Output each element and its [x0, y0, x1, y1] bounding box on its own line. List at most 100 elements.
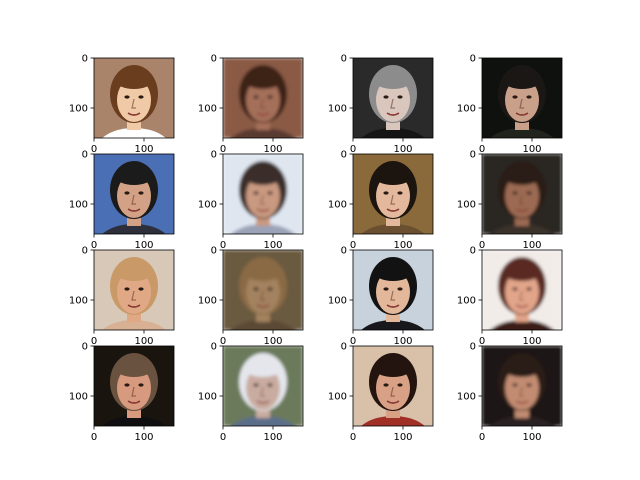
right-eye-shape — [267, 95, 273, 99]
y-tick-label: 100 — [457, 392, 476, 403]
y-tick-label: 0 — [341, 54, 347, 65]
y-tick-label: 0 — [341, 342, 347, 353]
image-panel-r2c2: 0 100 0 100 — [328, 246, 434, 347]
face-image — [353, 346, 433, 426]
x-tick-label: 100 — [134, 240, 153, 251]
mouth-shape — [386, 208, 400, 212]
axes-frame — [222, 57, 304, 139]
face-image — [223, 154, 303, 234]
nose-shape — [131, 386, 136, 397]
image-panel-r3c3: 0 100 0 100 — [457, 342, 563, 443]
axes-frame — [93, 153, 175, 235]
axes-frame — [93, 345, 175, 427]
hair-fringe-shape — [375, 361, 411, 377]
x-tick-label: 100 — [263, 432, 282, 443]
right-eye-shape — [526, 95, 532, 99]
y-tick-label: 0 — [470, 246, 476, 257]
nose-shape — [260, 98, 265, 109]
x-tick-label: 0 — [91, 432, 97, 443]
x-tick-label: 100 — [522, 144, 541, 155]
y-tick-label: 100 — [69, 392, 88, 403]
shoulders-shape — [231, 416, 295, 426]
x-tick-label: 0 — [220, 240, 226, 251]
left-eye-shape — [383, 95, 389, 99]
mouth-shape — [515, 400, 529, 404]
image-panel-r3c1: 0 100 0 100 — [198, 342, 304, 443]
x-tick-label: 100 — [393, 336, 412, 347]
x-tick-label: 0 — [479, 432, 485, 443]
mouth-shape — [515, 208, 529, 212]
axes-frame — [481, 57, 563, 139]
right-eye-shape — [397, 191, 403, 195]
right-eye-shape — [138, 191, 144, 195]
axes-frame — [352, 345, 434, 427]
image-panel-r1c2: 0 100 0 100 — [328, 150, 434, 251]
y-tick-label: 0 — [470, 54, 476, 65]
shoulders-shape — [102, 320, 166, 330]
x-tick-label: 0 — [350, 144, 356, 155]
y-tick-label: 100 — [198, 200, 217, 211]
nose-shape — [519, 290, 524, 301]
y-tick-label: 0 — [470, 150, 476, 161]
hair-fringe-shape — [116, 265, 152, 281]
y-tick-label: 100 — [457, 104, 476, 115]
y-tick-label: 100 — [328, 392, 347, 403]
nose-shape — [260, 386, 265, 397]
shoulders-shape — [490, 416, 554, 426]
y-tick-label: 100 — [69, 200, 88, 211]
left-eye-shape — [124, 95, 130, 99]
x-tick-label: 0 — [91, 240, 97, 251]
y-tick-label: 100 — [198, 104, 217, 115]
x-tick-label: 100 — [393, 240, 412, 251]
x-tick-label: 100 — [263, 144, 282, 155]
right-eye-shape — [526, 191, 532, 195]
shoulders-shape — [361, 416, 425, 426]
axes-frame — [222, 345, 304, 427]
axes-frame — [222, 249, 304, 331]
nose-shape — [390, 386, 395, 397]
left-eye-shape — [512, 191, 518, 195]
image-panel-r0c1: 0 100 0 100 — [198, 54, 304, 155]
face-image — [482, 346, 562, 426]
hair-fringe-shape — [504, 169, 540, 185]
y-tick-label: 0 — [211, 342, 217, 353]
left-eye-shape — [253, 287, 259, 291]
hair-fringe-shape — [504, 361, 540, 377]
left-eye-shape — [512, 383, 518, 387]
face-image — [94, 346, 174, 426]
hair-fringe-shape — [245, 265, 281, 281]
shoulders-shape — [361, 320, 425, 330]
hair-fringe-shape — [245, 361, 281, 377]
x-tick-label: 0 — [479, 144, 485, 155]
axes-frame — [222, 153, 304, 235]
shoulders-shape — [231, 320, 295, 330]
y-tick-label: 0 — [470, 342, 476, 353]
right-eye-shape — [397, 383, 403, 387]
mouth-shape — [256, 112, 270, 116]
x-tick-label: 0 — [350, 336, 356, 347]
y-tick-label: 0 — [82, 150, 88, 161]
x-tick-label: 100 — [263, 240, 282, 251]
mouth-shape — [256, 304, 270, 308]
nose-shape — [519, 386, 524, 397]
axes-frame — [352, 249, 434, 331]
image-panel-r3c2: 0 100 0 100 — [328, 342, 434, 443]
image-panel-r2c1: 0 100 0 100 — [198, 246, 304, 347]
left-eye-shape — [512, 95, 518, 99]
shoulders-shape — [490, 320, 554, 330]
y-tick-label: 100 — [457, 296, 476, 307]
nose-shape — [260, 290, 265, 301]
nose-shape — [390, 98, 395, 109]
y-tick-label: 100 — [328, 104, 347, 115]
shoulders-shape — [490, 128, 554, 138]
face-image — [353, 250, 433, 330]
x-tick-label: 100 — [134, 336, 153, 347]
x-tick-label: 0 — [479, 336, 485, 347]
left-eye-shape — [253, 95, 259, 99]
right-eye-shape — [526, 287, 532, 291]
x-tick-label: 100 — [393, 144, 412, 155]
mouth-shape — [127, 112, 141, 116]
right-eye-shape — [138, 383, 144, 387]
x-tick-label: 0 — [220, 144, 226, 155]
y-tick-label: 100 — [69, 104, 88, 115]
